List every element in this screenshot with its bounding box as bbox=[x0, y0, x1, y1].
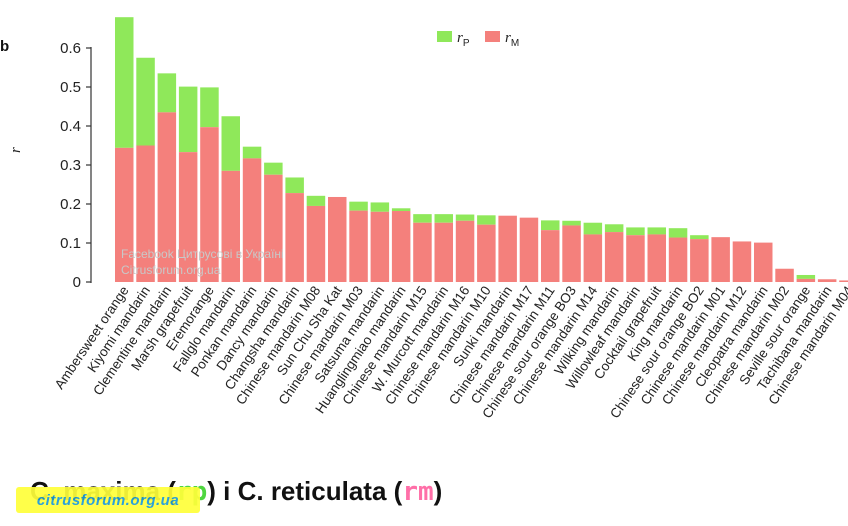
bars bbox=[115, 17, 848, 282]
y-tick-label-0: 0 bbox=[73, 274, 81, 291]
bar-rp-17 bbox=[477, 215, 496, 225]
watermark-line-2: Citrusforum.org.ua bbox=[121, 263, 221, 277]
bar-rm-21 bbox=[562, 225, 581, 282]
bar-rm-3 bbox=[178, 152, 198, 282]
bar-rm-16 bbox=[455, 220, 475, 282]
legend-label-rP: rP bbox=[457, 30, 470, 49]
panel-label: b bbox=[0, 38, 9, 55]
bar-rp-27 bbox=[690, 235, 709, 240]
bar-rm-10 bbox=[328, 196, 347, 282]
bar-rp-6 bbox=[242, 146, 262, 159]
bar-rm-2 bbox=[157, 112, 177, 282]
bar-rp-22 bbox=[583, 222, 603, 235]
legend: rP rM bbox=[437, 30, 519, 49]
bar-rp-32 bbox=[796, 274, 816, 279]
bar-rm-7 bbox=[264, 174, 283, 282]
bar-rp-26 bbox=[668, 228, 688, 238]
bar-rm-20 bbox=[541, 230, 560, 282]
bar-rp-2 bbox=[157, 73, 177, 113]
caption-suffix: ) bbox=[433, 476, 443, 506]
bar-rp-8 bbox=[285, 177, 304, 194]
y-tick-label-3: 0.3 bbox=[60, 157, 81, 174]
bar-rm-25 bbox=[647, 234, 666, 282]
bar-rm-11 bbox=[349, 210, 368, 282]
bar-rm-17 bbox=[477, 224, 496, 282]
bar-rm-29 bbox=[732, 241, 752, 282]
bar-rp-14 bbox=[413, 214, 432, 223]
legend-swatch-rP bbox=[437, 31, 452, 42]
bar-rp-1 bbox=[136, 57, 155, 146]
bar-rp-25 bbox=[647, 227, 666, 235]
y-tick-label-4: 0.4 bbox=[60, 118, 81, 135]
bar-rm-34 bbox=[839, 280, 848, 282]
bar-rp-4 bbox=[200, 87, 219, 128]
watermark-line-1: Facebook Цитрусові в Україні bbox=[121, 247, 284, 261]
y-tick-label-1: 0.1 bbox=[60, 235, 81, 252]
legend-subscript-rP: P bbox=[463, 38, 470, 49]
y-axis: 0 0.1 0.2 0.3 0.4 0.5 0.6 bbox=[60, 40, 92, 291]
bar-rm-14 bbox=[413, 222, 432, 282]
bar-rm-15 bbox=[434, 222, 453, 282]
bar-rm-1 bbox=[136, 145, 155, 282]
stacked-bar-chart: b r 0 0.1 0.2 0.3 0.4 0.5 0.6 Ambersweet orang… bbox=[0, 17, 848, 421]
bar-rm-27 bbox=[690, 239, 709, 282]
bar-rm-12 bbox=[370, 211, 390, 282]
bar-rm-26 bbox=[668, 237, 688, 282]
y-tick-label-6: 0.6 bbox=[60, 40, 81, 57]
bar-rm-6 bbox=[242, 158, 262, 282]
bar-rm-4 bbox=[200, 127, 219, 282]
bar-rp-23 bbox=[604, 224, 624, 233]
bar-rm-31 bbox=[775, 268, 794, 282]
bar-rp-24 bbox=[626, 227, 645, 236]
bar-rm-13 bbox=[391, 211, 411, 282]
bar-rp-20 bbox=[541, 220, 560, 231]
bar-rm-5 bbox=[221, 170, 240, 282]
bar-rm-19 bbox=[519, 217, 539, 282]
bar-rm-22 bbox=[583, 234, 603, 282]
y-axis-label: r bbox=[8, 147, 24, 153]
bar-rm-24 bbox=[626, 235, 645, 282]
bar-rm-18 bbox=[498, 215, 517, 282]
watermark: Facebook Цитрусові в Україні Citrusforum… bbox=[121, 247, 284, 277]
bar-rm-23 bbox=[604, 232, 624, 282]
bar-rm-32 bbox=[796, 278, 816, 282]
bar-rm-9 bbox=[306, 205, 326, 282]
legend-subscript-rM: M bbox=[511, 38, 519, 49]
bar-rm-28 bbox=[711, 237, 730, 282]
bar-rp-21 bbox=[562, 220, 581, 226]
bar-rp-5 bbox=[221, 116, 240, 171]
bar-rm-0 bbox=[115, 147, 134, 282]
bar-rp-3 bbox=[178, 86, 198, 153]
bar-rm-8 bbox=[285, 193, 304, 282]
site-badge: citrusforum.org.ua bbox=[16, 487, 200, 513]
bar-rp-11 bbox=[349, 201, 368, 211]
bar-rp-16 bbox=[455, 214, 475, 221]
bar-rp-13 bbox=[391, 208, 411, 212]
legend-label-rM: rM bbox=[505, 30, 519, 49]
bar-rp-7 bbox=[264, 162, 283, 175]
caption-rm: rm bbox=[402, 477, 434, 507]
y-tick-label-5: 0.5 bbox=[60, 79, 81, 96]
bar-rm-33 bbox=[817, 279, 837, 282]
y-tick-label-2: 0.2 bbox=[60, 196, 81, 213]
bar-rp-9 bbox=[306, 195, 326, 206]
bar-rp-15 bbox=[434, 214, 453, 223]
bar-rm-30 bbox=[754, 242, 773, 282]
bar-rp-0 bbox=[115, 17, 134, 148]
bar-rp-12 bbox=[370, 202, 390, 212]
legend-swatch-rM bbox=[485, 31, 500, 42]
caption-middle: ) i C. reticulata ( bbox=[207, 476, 403, 506]
